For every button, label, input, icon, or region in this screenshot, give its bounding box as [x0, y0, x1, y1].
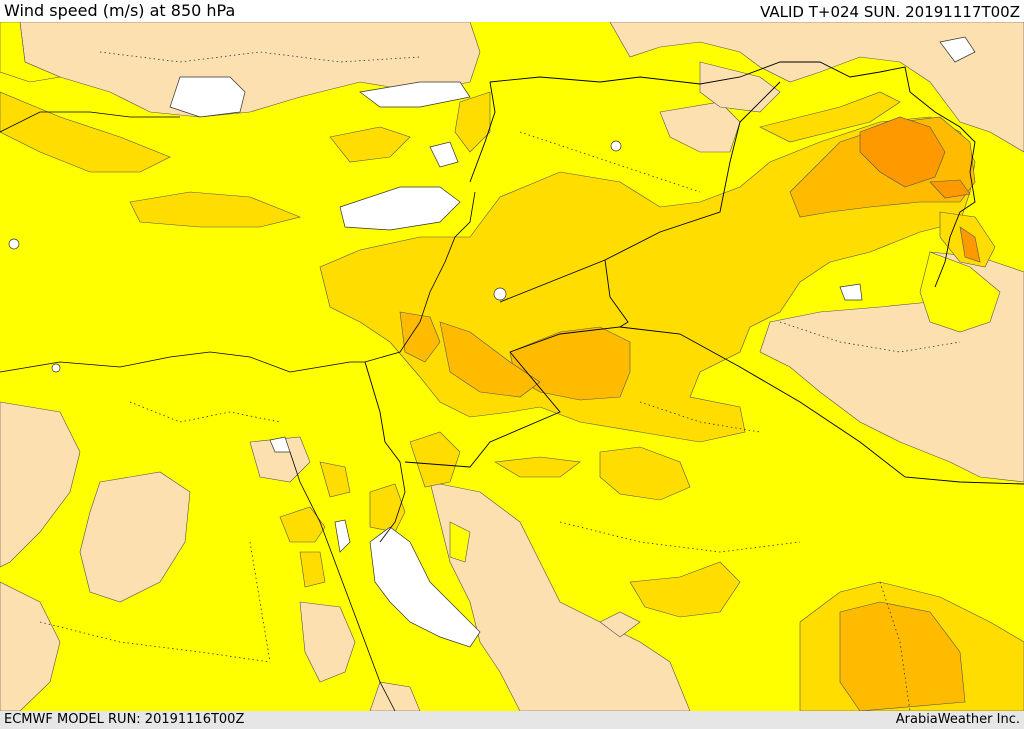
- province-boundaries: [39, 51, 961, 711]
- footer-bar: ECMWF MODEL RUN: 20191116T00Z ArabiaWeat…: [0, 711, 1024, 729]
- header-bar: Wind speed (m/s) at 850 hPa VALID T+024 …: [0, 0, 1024, 22]
- wind-speed-map[interactable]: [0, 22, 1024, 711]
- mid-wind-patches: [0, 22, 1001, 563]
- coastlines: [0, 111, 476, 711]
- model-run: ECMWF MODEL RUN: 20191116T00Z: [4, 712, 245, 727]
- map-title: Wind speed (m/s) at 850 hPa: [4, 1, 236, 20]
- water-bodies: [8, 36, 976, 648]
- credit: ArabiaWeather Inc.: [895, 712, 1020, 727]
- high-wind-core: [859, 116, 981, 263]
- political-borders: [364, 61, 1024, 485]
- valid-time: VALID T+024 SUN. 20191117T00Z: [760, 3, 1020, 21]
